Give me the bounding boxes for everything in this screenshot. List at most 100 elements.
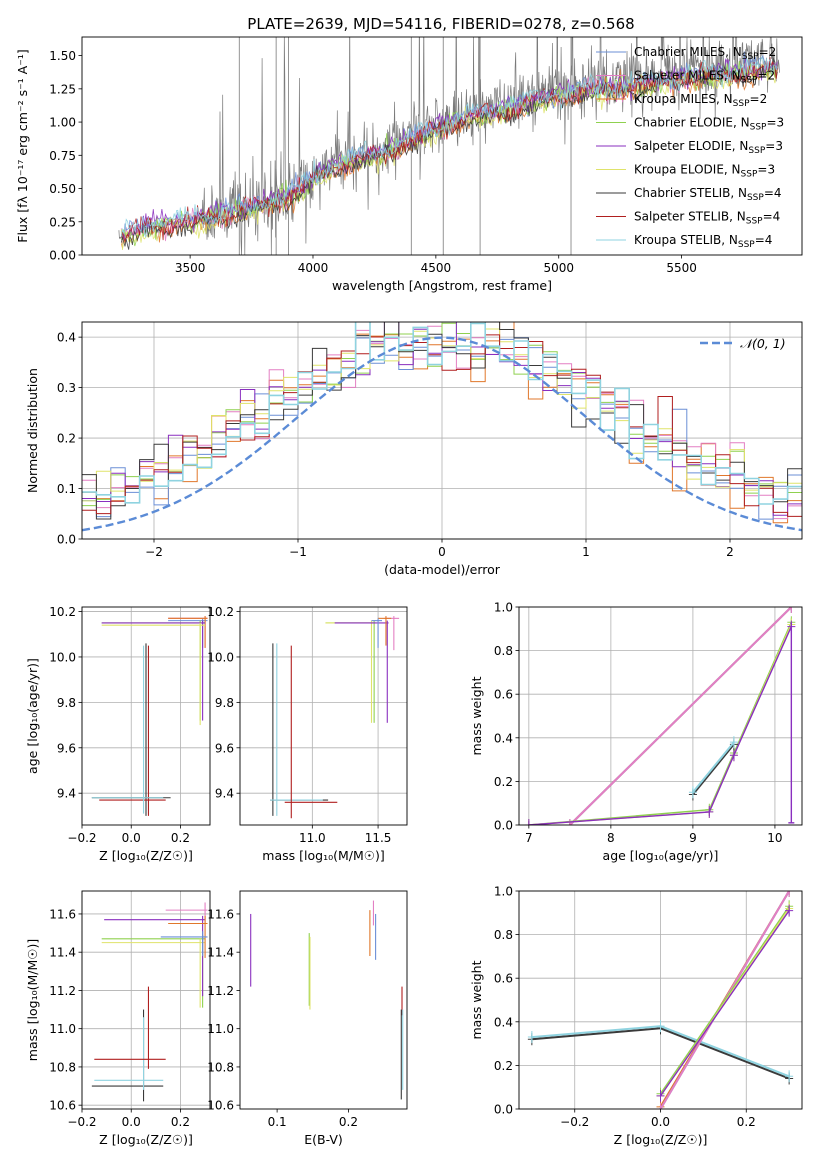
- y-tick-label: 1.00: [49, 116, 76, 130]
- weight-line-chabrier-stelib: [692, 743, 735, 796]
- y-tick-label: 1.0: [494, 601, 513, 615]
- legend-entry: 𝒩(0, 1): [740, 336, 786, 351]
- legend-label: Chabrier ELODIE, N: [634, 116, 750, 130]
- x-tick-label: 5000: [543, 261, 574, 275]
- clip-group-mass-vs-Z: [91, 902, 208, 1102]
- residual-histogram-kroupa-stelib: [82, 322, 802, 505]
- y-tick-label: 10.2: [207, 605, 234, 619]
- weight-line-salpeter-elodie: [659, 910, 790, 1097]
- y-tick-label: 0.3: [57, 381, 76, 395]
- clip-group-weight-vs-age: [524, 607, 796, 825]
- y-tick-label: 10.2: [49, 605, 76, 619]
- axes-spectrum: 3500 4000 4500 5000 5500 0.00 0.25 0.50 0.75 1.00…: [15, 36, 803, 293]
- model-line-kroupa-stelib: [120, 55, 778, 238]
- weight-line-chabrier-elodie: [659, 905, 790, 1095]
- y-tick-label: 11.6: [49, 907, 76, 921]
- axes-residuals: −2 −1 0 1 2 0.0 0.1 0.2 0.3 0.4 (data-model)/error…: [25, 321, 803, 577]
- x-tick-label: 10: [767, 831, 782, 845]
- x-tick-label: 0: [438, 545, 446, 559]
- x-tick-label: −1: [289, 545, 307, 559]
- legend-subscript: SSP: [742, 52, 759, 62]
- axes-weight-vs-Z: −0.2 0.0 0.2 0.0 0.2 0.4 0.6 0.8 1.0 Z [log₁₀(Z/Z…: [469, 885, 803, 1147]
- plot-area-age-vs-mass: [240, 607, 407, 825]
- x-tick-label: 0.2: [171, 1115, 190, 1129]
- x-axis-label: Z [log₁₀(Z/Z☉)]: [99, 1132, 193, 1147]
- y-tick-label: 9.6: [215, 741, 234, 755]
- clip-group-weight-vs-Z: [527, 891, 794, 1109]
- y-tick-label: 0.25: [49, 215, 76, 229]
- y-tick-label: 0.2: [494, 775, 513, 789]
- axes-frame: [81, 890, 211, 1110]
- y-tick-label: 0.0: [494, 1103, 513, 1117]
- legend-label: Kroupa STELIB, N: [634, 233, 738, 247]
- y-tick-label: 10.8: [207, 1060, 234, 1074]
- axes-mass-vs-EBV: 0.1 0.2 10.6 10.8 11.0 11.2 11.4 11.6 E(B-V): [207, 890, 408, 1147]
- clip-group-residuals: [82, 322, 802, 532]
- axes-frame: [518, 606, 803, 826]
- y-tick-label: 0.0: [494, 819, 513, 833]
- y-tick-label: 11.0: [49, 1022, 76, 1036]
- y-tick-label: 0.8: [494, 928, 513, 942]
- x-axis-label: E(B-V): [304, 1132, 343, 1147]
- legend-subscript: SSP: [741, 76, 758, 86]
- clip-group-age-vs-mass: [270, 616, 400, 819]
- model-line-chabrier-stelib: [120, 57, 778, 250]
- x-tick-label: 2: [726, 545, 734, 559]
- x-axis-label: wavelength [Angstrom, rest frame]: [332, 278, 552, 293]
- clip-group-age-vs-Z: [91, 616, 208, 816]
- weight-line-salpeter-elodie: [528, 626, 792, 825]
- y-tick-label: 10.8: [49, 1060, 76, 1074]
- x-axis-label: age [log₁₀(age/yr)]: [603, 848, 719, 863]
- residual-histogram-chabrier-stelib: [82, 322, 802, 520]
- x-tick-label: 1: [582, 545, 590, 559]
- y-tick-label: 1.0: [494, 885, 513, 899]
- legend-subscript: SSP: [733, 99, 750, 109]
- x-tick-label: 5500: [666, 261, 697, 275]
- x-tick-label: −0.2: [560, 1115, 589, 1129]
- legend-subscript: SSP: [750, 123, 767, 133]
- legend-tail: =4: [755, 233, 773, 247]
- legend-label: Salpeter ELODIE, N: [634, 139, 748, 153]
- axes-mass-vs-Z: −0.2 0.0 0.2 10.6 10.8 11.0 11.2 11.4 11.6 Z [log…: [25, 890, 211, 1147]
- legend-label: Salpeter MILES, N: [634, 69, 741, 83]
- y-tick-label: 0.50: [49, 182, 76, 196]
- y-tick-label: 9.6: [57, 741, 76, 755]
- legend-subscript: SSP: [747, 193, 764, 203]
- x-tick-label: 9: [689, 831, 697, 845]
- y-tick-label: 9.8: [57, 696, 76, 710]
- weight-line-chabrier-elodie: [528, 622, 792, 825]
- legend-tail: =3: [757, 163, 775, 177]
- y-tick-label: 9.8: [215, 696, 234, 710]
- legend-subscript: SSP: [741, 170, 758, 180]
- y-tick-label: 0.4: [494, 1015, 513, 1029]
- y-axis-label: mass weight: [469, 960, 484, 1039]
- axes-frame: [81, 36, 803, 256]
- y-tick-label: 0.1: [57, 482, 76, 496]
- x-tick-label: 0.1: [268, 1115, 287, 1129]
- y-tick-label: 9.4: [215, 787, 234, 801]
- legend-tail: =2: [757, 69, 775, 83]
- y-tick-label: 11.0: [207, 1022, 234, 1036]
- y-tick-label: 9.4: [57, 787, 76, 801]
- axes-frame: [81, 606, 211, 826]
- legend-entry: Chabrier STELIB, NSSP=4: [634, 186, 782, 203]
- legend-entry: Kroupa MILES, NSSP=2: [634, 92, 767, 109]
- legend-tail: =3: [766, 116, 784, 130]
- legend-subscript: SSP: [746, 217, 763, 227]
- y-axis-label: Normed distribution: [25, 368, 40, 493]
- y-tick-label: 11.4: [49, 946, 76, 960]
- legend-entry: Salpeter STELIB, NSSP=4: [634, 210, 780, 227]
- y-tick-label: 0.6: [494, 972, 513, 986]
- y-tick-label: 11.2: [207, 984, 234, 998]
- gaussian-curve: [82, 336, 802, 532]
- y-axis-label: mass weight: [469, 676, 484, 755]
- y-tick-label: 0.4: [494, 731, 513, 745]
- plot-area-spectrum: [118, 37, 780, 255]
- axes-frame: [239, 606, 408, 826]
- y-tick-label: 11.2: [49, 984, 76, 998]
- y-tick-label: 0.0: [57, 533, 76, 547]
- x-tick-label: 0.0: [122, 831, 141, 845]
- legend-label: Kroupa MILES, N: [634, 92, 733, 106]
- y-tick-label: 1.25: [49, 82, 76, 96]
